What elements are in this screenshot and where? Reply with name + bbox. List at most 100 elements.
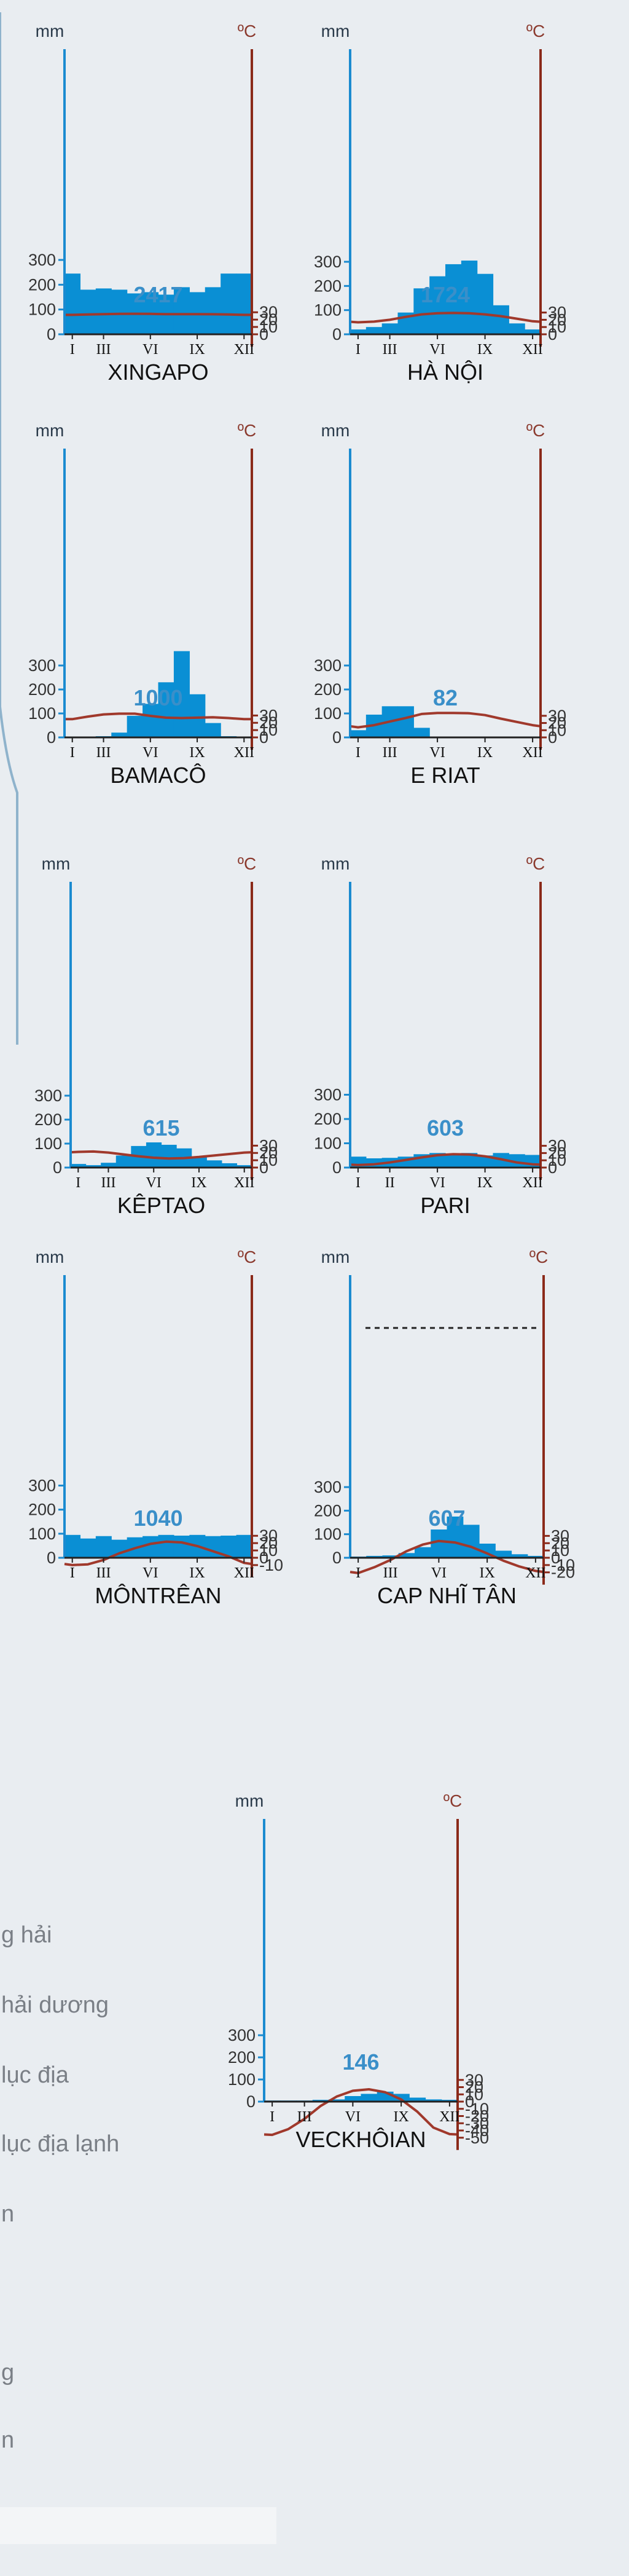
sidebar-label: hải dương xyxy=(1,1992,109,2018)
precip-bar-12 xyxy=(236,1534,252,1558)
month-tick-label: IX xyxy=(477,342,493,358)
precip-unit-label: mm xyxy=(36,1247,64,1266)
temp-tick-label: 30 xyxy=(548,707,566,725)
precip-bar-5 xyxy=(329,2099,345,2102)
temp-tick-label: 10 xyxy=(548,318,566,336)
temp-tick-label: 10 xyxy=(259,721,278,739)
month-tick-label: IX xyxy=(477,745,493,761)
precip-unit-label: mm xyxy=(36,22,64,41)
station-title: VECKHÔIAN xyxy=(295,2127,426,2152)
precip-bar-5 xyxy=(413,288,430,334)
temp-tick-label: 20 xyxy=(548,310,566,329)
temp-tick-label: -50 xyxy=(465,2129,489,2147)
precip-bar-9 xyxy=(191,1156,207,1168)
precip-tick-label: 0 xyxy=(53,1158,62,1177)
precip-unit-label: mm xyxy=(321,1247,350,1266)
temp-tick-label: 10 xyxy=(259,318,278,336)
temp-unit-label: ºC xyxy=(443,1791,462,1810)
temp-tick-label: 10 xyxy=(465,2085,483,2103)
precip-tick-label: 100 xyxy=(314,704,342,723)
precip-bar-5 xyxy=(415,1547,431,1558)
temp-tick-label: 10 xyxy=(548,1151,566,1169)
station-title: PARI xyxy=(420,1193,470,1218)
precip-bar-9 xyxy=(477,1155,494,1168)
sidebar-label: n xyxy=(1,2427,15,2453)
month-tick-label: IX xyxy=(479,1565,494,1581)
month-tick-label: IX xyxy=(189,745,205,761)
temp-tick-label: 10 xyxy=(551,1541,569,1560)
precip-tick-label: 200 xyxy=(314,277,342,295)
temp-tick-label: 30 xyxy=(259,1526,278,1545)
precip-bar-4 xyxy=(115,1155,131,1168)
precip-tick-label: 100 xyxy=(228,2070,256,2089)
precip-tick-label: 0 xyxy=(332,1158,342,1177)
precip-tick-label: 100 xyxy=(314,1525,342,1544)
temp-tick-label: 10 xyxy=(259,1151,278,1169)
precip-bar-8 xyxy=(461,261,478,334)
precip-bar-8 xyxy=(173,287,190,334)
month-tick-label: II xyxy=(385,1175,395,1191)
temp-tick-label: 0 xyxy=(548,728,557,747)
precip-bar-3 xyxy=(95,288,112,334)
temperature-line xyxy=(350,312,541,324)
precip-bar-9 xyxy=(189,694,206,737)
precip-bar-7 xyxy=(158,1534,174,1558)
month-tick-label: I xyxy=(356,342,361,358)
station-title: CAP NHĨ TÂN xyxy=(377,1583,517,1608)
total-precip-label: 1040 xyxy=(133,1506,182,1531)
temperature-line xyxy=(350,1539,544,1574)
precip-bar-2 xyxy=(85,1165,101,1168)
panel-divider-line xyxy=(0,12,18,1045)
temp-tick-label: 20 xyxy=(551,1534,569,1552)
precip-bar-3 xyxy=(95,1536,112,1558)
precip-bar-5 xyxy=(413,728,430,737)
precip-tick-label: 200 xyxy=(314,1110,342,1128)
precip-bar-7 xyxy=(361,2094,378,2102)
precip-bar-7 xyxy=(445,1154,462,1168)
temp-tick-label: 20 xyxy=(465,2078,483,2097)
precip-tick-label: 100 xyxy=(314,1134,342,1153)
precip-bar-3 xyxy=(382,1555,399,1558)
precip-tick-label: 300 xyxy=(314,253,342,271)
precip-bar-4 xyxy=(397,706,414,737)
station-title: MÔNTRÊAN xyxy=(95,1583,222,1608)
temp-unit-label: ºC xyxy=(238,22,256,41)
sidebar-label: n xyxy=(1,2201,15,2227)
precip-bar-4 xyxy=(111,732,128,737)
month-tick-label: VI xyxy=(429,745,445,761)
month-tick-label: III xyxy=(297,2109,312,2125)
temperature-line xyxy=(64,1540,252,1566)
precip-tick-label: 0 xyxy=(332,325,342,344)
precip-bar-8 xyxy=(463,1525,480,1558)
precip-tick-label: 100 xyxy=(28,704,56,723)
precip-bar-10 xyxy=(205,723,221,737)
month-tick-label: I xyxy=(76,1175,80,1191)
precip-tick-label: 300 xyxy=(34,1086,62,1105)
precip-tick-label: 200 xyxy=(228,2048,256,2067)
precip-bar-2 xyxy=(80,289,96,334)
precip-bar-4 xyxy=(398,1553,415,1558)
temp-tick-label: -10 xyxy=(551,1556,575,1574)
precip-bar-1 xyxy=(350,329,367,334)
month-tick-label: IX xyxy=(189,1565,205,1581)
sidebar-label: lục địa lạnh xyxy=(1,2131,120,2157)
station-title: E RIAT xyxy=(410,763,480,788)
month-tick-label: XII xyxy=(525,1565,545,1581)
month-tick-label: I xyxy=(270,2109,275,2125)
temp-tick-label: 0 xyxy=(259,325,268,344)
temperature-line xyxy=(264,2088,458,2137)
precip-bar-1 xyxy=(64,1534,81,1558)
precip-tick-label: 0 xyxy=(47,325,56,344)
month-tick-label: VI xyxy=(143,1565,158,1581)
precip-bar-10 xyxy=(409,2097,426,2102)
precip-bar-10 xyxy=(495,1550,512,1558)
precip-tick-label: 0 xyxy=(246,2092,256,2111)
precip-tick-label: 300 xyxy=(28,251,56,269)
temperature-line xyxy=(350,712,541,729)
sidebar-label: lục địa xyxy=(1,2062,69,2088)
precip-bar-6 xyxy=(143,1536,159,1558)
month-tick-label: III xyxy=(101,1175,115,1191)
precip-bar-11 xyxy=(221,1163,238,1168)
precip-bar-8 xyxy=(461,1153,478,1168)
temp-tick-label: 0 xyxy=(551,1549,560,1567)
